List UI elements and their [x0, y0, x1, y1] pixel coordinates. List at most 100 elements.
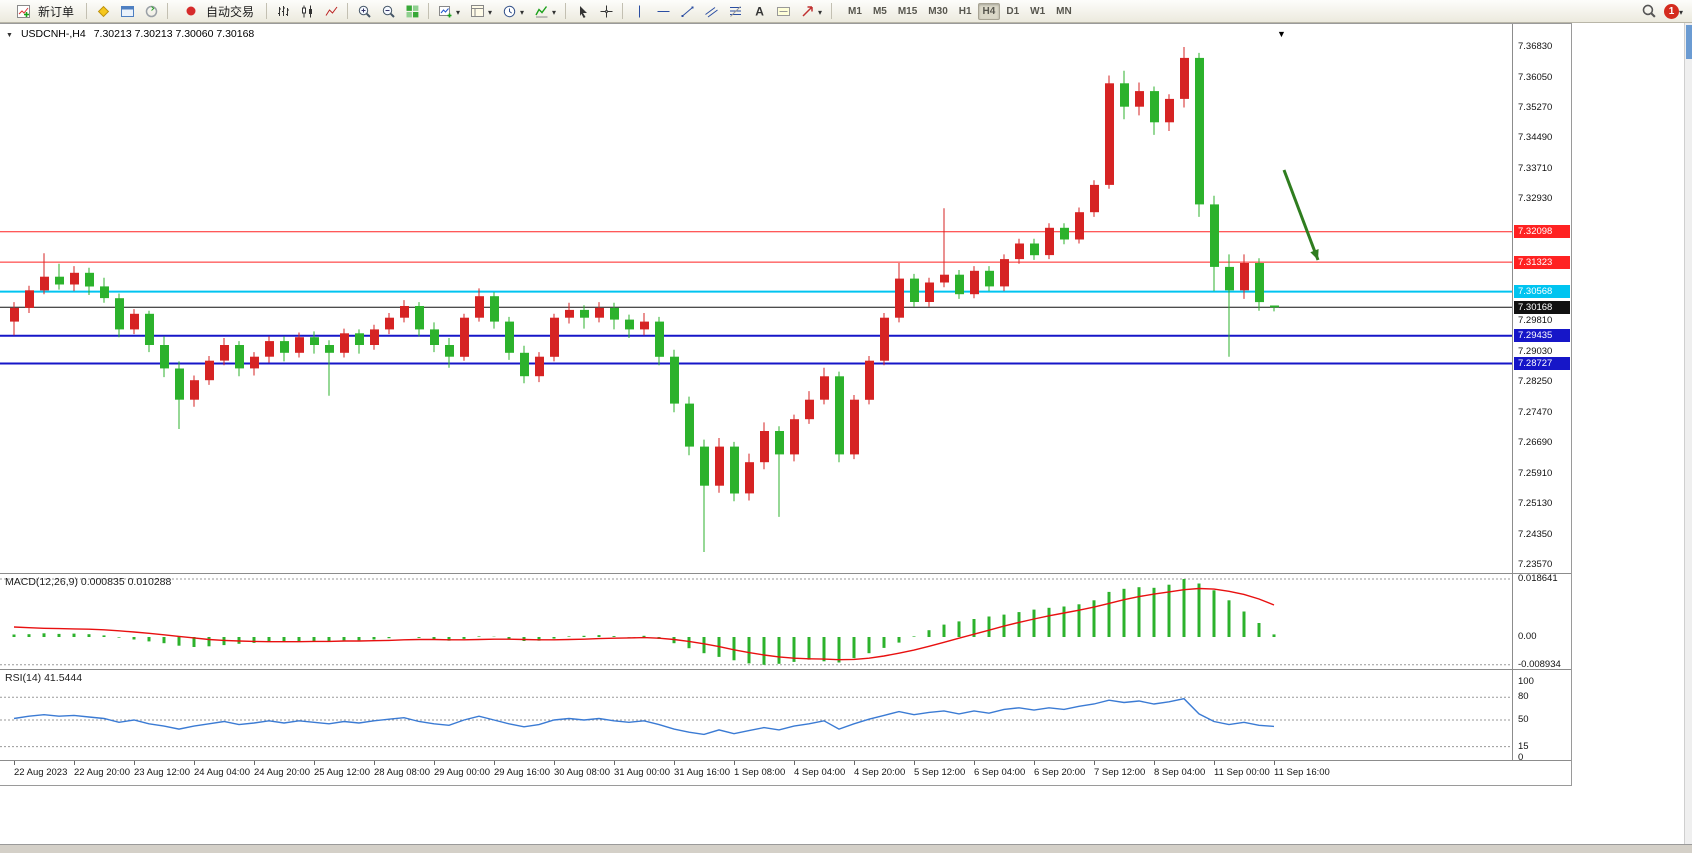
rsi-indicator-chart[interactable]: [0, 670, 1512, 760]
candle-body: [745, 462, 754, 494]
chart-symbol-period: USDCNH-,H4: [20, 28, 86, 40]
time-axis-tick: [134, 761, 135, 765]
price-level-badge: 7.31323: [1514, 255, 1570, 269]
price-level-badge: 7.30168: [1514, 300, 1570, 314]
timeframe-button-m1[interactable]: M1: [843, 3, 867, 20]
candle-body: [430, 329, 439, 345]
indicators-dropdown[interactable]: [530, 2, 560, 21]
time-axis-label: 4 Sep 04:00: [794, 767, 846, 778]
time-axis-label: 11 Sep 00:00: [1214, 767, 1270, 778]
price-axis-label: 7.26690: [1518, 437, 1553, 449]
new-order-button[interactable]: 新订单: [5, 2, 81, 21]
zoom-out-icon[interactable]: [377, 2, 399, 21]
candle-body: [880, 317, 889, 361]
tile-windows-icon[interactable]: [401, 2, 423, 21]
line-chart-icon[interactable]: [320, 2, 342, 21]
fibonacci-icon[interactable]: [724, 2, 746, 21]
time-axis-label: 8 Sep 04:00: [1154, 767, 1206, 778]
timeframe-button-m15[interactable]: M15: [893, 3, 922, 20]
timeframe-button-w1[interactable]: W1: [1025, 3, 1050, 20]
candle-body: [385, 317, 394, 330]
candlestick-chart-icon[interactable]: [296, 2, 318, 21]
status-bar: [0, 844, 1692, 853]
metaeditor-icon[interactable]: [92, 2, 114, 21]
toolbar-separator: [831, 3, 833, 19]
candle-body: [190, 380, 199, 400]
time-axis-label: 29 Aug 16:00: [494, 767, 550, 778]
candle-body: [70, 272, 79, 285]
toolbar-separator: [565, 3, 567, 19]
timeframe-button-m5[interactable]: M5: [868, 3, 892, 20]
time-axis-label: 31 Aug 00:00: [614, 767, 670, 778]
price-axis-label: 7.36050: [1518, 71, 1553, 83]
macd-axis[interactable]: 0.018641 0.00 -0.008934: [1512, 574, 1571, 669]
horizontal-line-icon[interactable]: [652, 2, 674, 21]
terminal-icon[interactable]: [116, 2, 138, 21]
auto-trading-button[interactable]: 自动交易: [173, 2, 261, 21]
candle-body: [130, 313, 139, 330]
templates-icon: [466, 2, 488, 21]
vertical-scrollbar[interactable]: [1684, 23, 1692, 844]
candle-body: [850, 399, 859, 455]
channel-icon[interactable]: [700, 2, 722, 21]
trendline-icon[interactable]: [676, 2, 698, 21]
cursor-icon[interactable]: [571, 2, 593, 21]
candle-body: [625, 319, 634, 330]
search-icon[interactable]: [1638, 2, 1660, 21]
toolbar-separator: [86, 3, 88, 19]
vertical-line-icon[interactable]: [628, 2, 650, 21]
price-axis[interactable]: 7.36830 7.36050 7.35270 7.34490 7.33710 7.329…: [1512, 24, 1571, 573]
candle-body: [1225, 266, 1234, 291]
candles-layer: [10, 47, 1279, 552]
macd-axis-label: -0.008934: [1518, 658, 1561, 670]
time-axis[interactable]: 22 Aug 2023 22 Aug 20:00 23 Aug 12:00 24 Au…: [0, 761, 1571, 785]
candle-body: [325, 345, 334, 353]
chart-window: 7.36830 7.36050 7.35270 7.34490 7.33710 7.329…: [0, 23, 1572, 786]
time-axis-tick: [14, 761, 15, 765]
candle-body: [520, 352, 529, 377]
notifications-dropdown[interactable]: 1: [1664, 2, 1687, 20]
candle-body: [85, 272, 94, 287]
time-axis-tick: [554, 761, 555, 765]
main-toolbar: 新订单 自动交易: [0, 0, 1692, 23]
macd-indicator-chart[interactable]: [0, 574, 1512, 669]
periods-icon: [498, 2, 520, 21]
candle-body: [280, 341, 289, 353]
chart-shift-marker[interactable]: [1277, 24, 1286, 42]
candle-body: [985, 270, 994, 287]
price-axis-label: 7.29810: [1518, 315, 1553, 327]
scrollbar-thumb[interactable]: [1686, 25, 1692, 59]
one-click-trading-toggle[interactable]: [6, 28, 13, 40]
bar-chart-icon[interactable]: [272, 2, 294, 21]
text-label-icon[interactable]: [772, 2, 794, 21]
new-chart-dropdown[interactable]: [434, 2, 464, 21]
price-axis-label: 7.27470: [1518, 406, 1553, 418]
refresh-icon[interactable]: [140, 2, 162, 21]
zoom-in-icon[interactable]: [353, 2, 375, 21]
time-axis-label: 24 Aug 04:00: [194, 767, 250, 778]
rsi-axis[interactable]: 100 80 50 15 0: [1512, 670, 1571, 763]
toolbar-separator: [622, 3, 624, 19]
crosshair-icon[interactable]: [595, 2, 617, 21]
timeframe-button-mn[interactable]: MN: [1051, 3, 1077, 20]
templates-dropdown[interactable]: [466, 2, 496, 21]
rsi-axis-label: 100: [1518, 676, 1534, 687]
timeframe-button-m30[interactable]: M30: [923, 3, 952, 20]
auto-trading-status-icon: [180, 2, 202, 21]
arrows-dropdown[interactable]: [796, 2, 826, 21]
text-icon[interactable]: A: [748, 2, 770, 21]
macd-axis-label: 0.00: [1518, 631, 1537, 642]
candle-body: [1075, 212, 1084, 240]
trend-arrow-annotation[interactable]: [1282, 169, 1320, 261]
candle-body: [295, 337, 304, 353]
periods-dropdown[interactable]: [498, 2, 528, 21]
candle-body: [55, 276, 64, 285]
chart-title-row: USDCNH-,H4 7.30213 7.30213 7.30060 7.301…: [6, 28, 254, 40]
main-price-chart[interactable]: [0, 24, 1512, 573]
time-axis-tick: [1274, 761, 1275, 765]
candle-body: [205, 360, 214, 381]
timeframe-button-h4[interactable]: H4: [977, 2, 1001, 20]
timeframe-button-h1[interactable]: H1: [954, 3, 977, 20]
timeframe-button-d1[interactable]: D1: [1001, 3, 1024, 20]
